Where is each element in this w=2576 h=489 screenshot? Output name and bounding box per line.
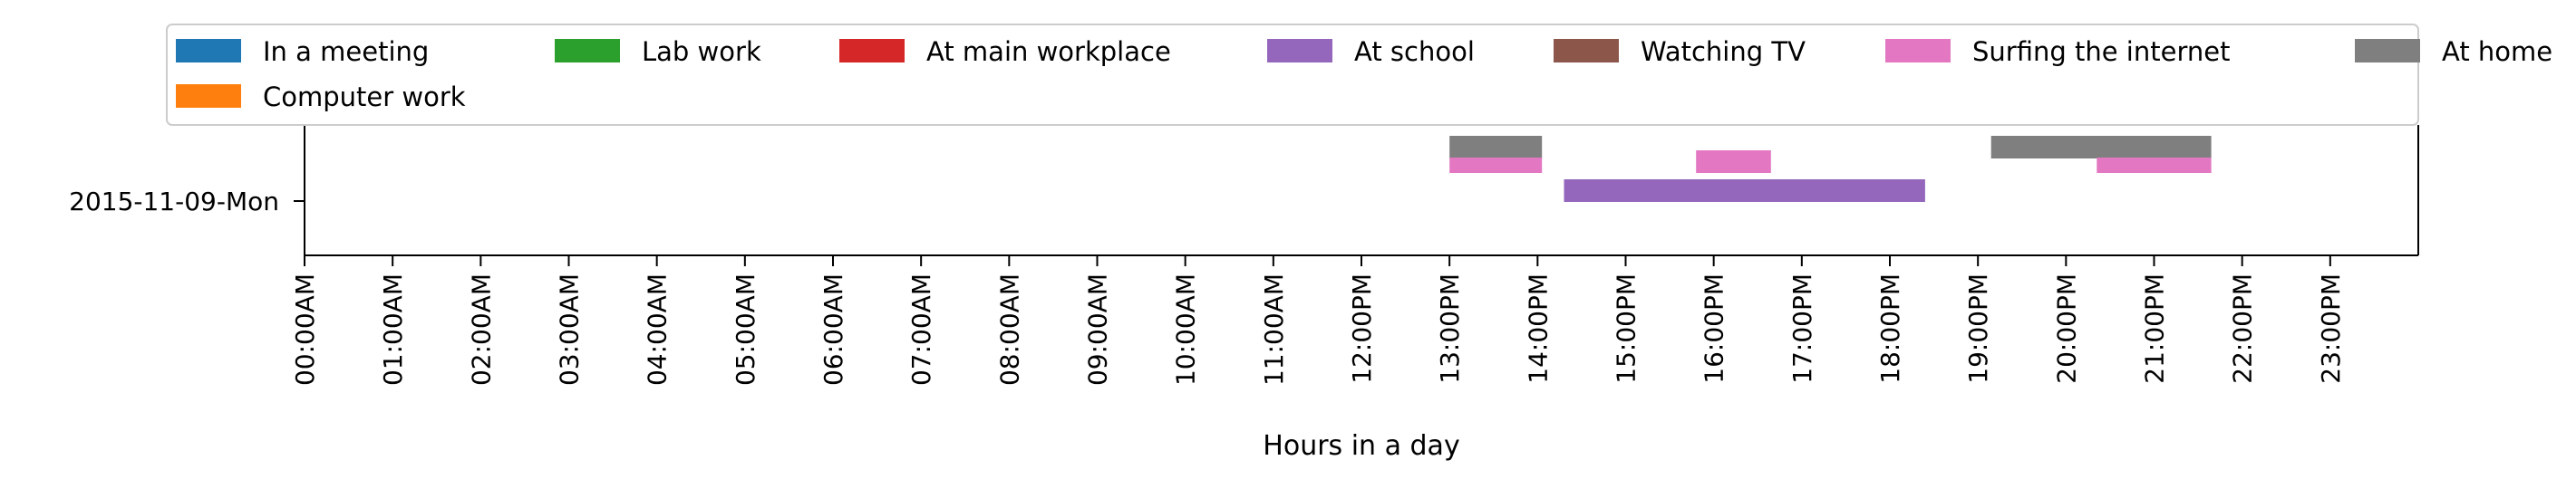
bar-at-home [1449, 136, 1543, 158]
x-tick-label: 21:00PM [2140, 273, 2170, 384]
x-tick-label: 17:00PM [1787, 273, 1817, 384]
legend-swatch [176, 84, 241, 108]
x-tick-label: 10:00AM [1171, 273, 1201, 386]
x-tick-label: 12:00PM [1347, 273, 1377, 384]
legend-label: Surfing the internet [1972, 36, 2230, 67]
x-tick-label: 04:00AM [643, 273, 673, 386]
bar-surfing-the-internet [2097, 158, 2212, 173]
x-tick-label: 18:00PM [1875, 273, 1905, 384]
x-tick-label: 00:00AM [290, 273, 320, 386]
bar-at-home [1990, 136, 2212, 158]
x-tick-label: 16:00PM [1700, 273, 1729, 384]
x-tick-label: 02:00AM [466, 273, 496, 386]
x-tick-label: 08:00AM [994, 273, 1024, 386]
x-tick-label: 06:00AM [818, 273, 848, 386]
x-tick-label: 09:00AM [1083, 273, 1113, 386]
x-axis-title: Hours in a day [1263, 430, 1459, 462]
y-tick-label: 2015-11-09-Mon [69, 187, 279, 216]
legend-label: At main workplace [926, 36, 1171, 67]
legend-label: At school [1354, 36, 1475, 67]
legend-label: Computer work [263, 82, 466, 112]
legend-swatch [2355, 39, 2420, 62]
x-ticks: 00:00AM 01:00AM 02:00AM 03:00AM 04:00AM 05:00… [290, 255, 2346, 386]
x-tick-label: 11:00AM [1259, 273, 1289, 386]
bar-at-school [1564, 179, 1925, 202]
legend-label: In a meeting [263, 36, 429, 67]
x-tick-label: 22:00PM [2228, 273, 2258, 384]
legend-label: Watching TV [1641, 36, 1806, 67]
x-tick-label: 19:00PM [1963, 273, 1993, 384]
x-tick-label: 23:00PM [2316, 273, 2346, 384]
bar-surfing-the-internet [1696, 150, 1771, 173]
legend: In a meeting Lab work At main workplace At … [166, 24, 2552, 126]
x-tick-label: 15:00PM [1612, 273, 1641, 384]
x-tick-label: 20:00PM [2051, 273, 2081, 384]
y-ticks: 2015-11-09-Mon [69, 187, 305, 216]
x-tick-label: 07:00AM [906, 273, 936, 386]
legend-swatch [176, 39, 241, 62]
x-tick-label: 14:00PM [1523, 273, 1553, 384]
x-tick-label: 13:00PM [1435, 273, 1465, 384]
legend-swatch [839, 39, 905, 62]
legend-label: At home [2442, 36, 2552, 67]
x-tick-label: 03:00AM [555, 273, 585, 386]
legend-swatch [1267, 39, 1332, 62]
activity-bars [1449, 136, 2212, 202]
legend-label: Lab work [642, 36, 761, 67]
legend-swatch [1885, 39, 1951, 62]
x-tick-label: 01:00AM [378, 273, 408, 386]
x-tick-label: 05:00AM [731, 273, 760, 386]
legend-swatch [555, 39, 620, 62]
legend-frame [166, 24, 2419, 126]
legend-swatch [1554, 39, 1619, 62]
bar-surfing-the-internet [1449, 158, 1543, 173]
